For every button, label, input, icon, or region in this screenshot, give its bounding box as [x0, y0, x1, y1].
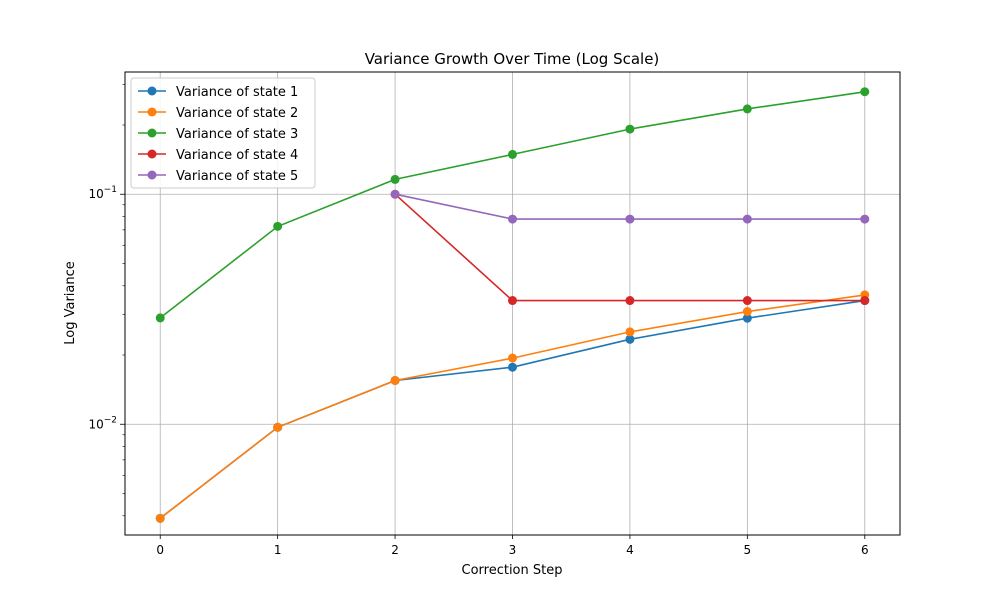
data-point	[742, 307, 752, 317]
data-point	[390, 189, 400, 199]
legend-label: Variance of state 5	[176, 169, 298, 184]
data-point	[508, 362, 517, 372]
data-point	[625, 296, 635, 306]
legend-marker	[147, 128, 157, 138]
x-tick-label: 4	[626, 543, 634, 557]
data-point	[155, 513, 165, 523]
y-tick-label: 10−1	[88, 185, 117, 201]
x-tick-label: 3	[509, 543, 517, 557]
data-point	[508, 149, 517, 159]
data-point	[742, 214, 752, 224]
x-axis-ticks: 0 1 2 3 4 5 6	[156, 535, 869, 557]
legend-box	[130, 77, 316, 189]
x-tick-label: 2	[391, 543, 399, 557]
data-point	[508, 214, 517, 224]
x-tick-label: 0	[156, 543, 164, 557]
data-point	[742, 313, 752, 323]
legend-label: Variance of state 4	[176, 148, 298, 163]
legend-marker	[147, 170, 157, 180]
legend: Variance of state 1 Variance of state 2 Va…	[130, 77, 316, 189]
series-points	[155, 87, 870, 523]
y-tick-label: 10−2	[88, 415, 117, 431]
data-point	[742, 104, 752, 114]
data-point	[273, 422, 283, 432]
y-axis-label: Log Variance	[63, 261, 78, 345]
y-axis-ticks: 10−2 10−1	[88, 84, 125, 517]
legend-marker	[147, 86, 157, 96]
legend-label: Variance of state 3	[176, 127, 298, 142]
legend-label: Variance of state 1	[176, 85, 298, 100]
data-point	[155, 313, 165, 323]
data-point	[390, 174, 400, 184]
legend-marker	[147, 107, 157, 117]
data-point	[625, 124, 635, 134]
x-tick-label: 6	[861, 543, 869, 557]
data-point	[860, 87, 870, 97]
data-point	[860, 214, 870, 224]
data-point	[625, 214, 635, 224]
data-point	[625, 327, 635, 337]
x-tick-label: 1	[274, 543, 282, 557]
data-point	[273, 221, 283, 231]
legend-marker	[147, 149, 157, 159]
data-point	[860, 296, 870, 306]
x-axis-label: Correction Step	[462, 563, 563, 578]
data-point	[508, 296, 517, 306]
data-point	[625, 334, 635, 344]
data-point	[742, 296, 752, 306]
x-tick-label: 5	[744, 543, 752, 557]
chart-title: Variance Growth Over Time (Log Scale)	[365, 50, 660, 68]
legend-label: Variance of state 2	[176, 106, 298, 121]
data-point	[508, 353, 517, 363]
data-point	[390, 375, 400, 385]
